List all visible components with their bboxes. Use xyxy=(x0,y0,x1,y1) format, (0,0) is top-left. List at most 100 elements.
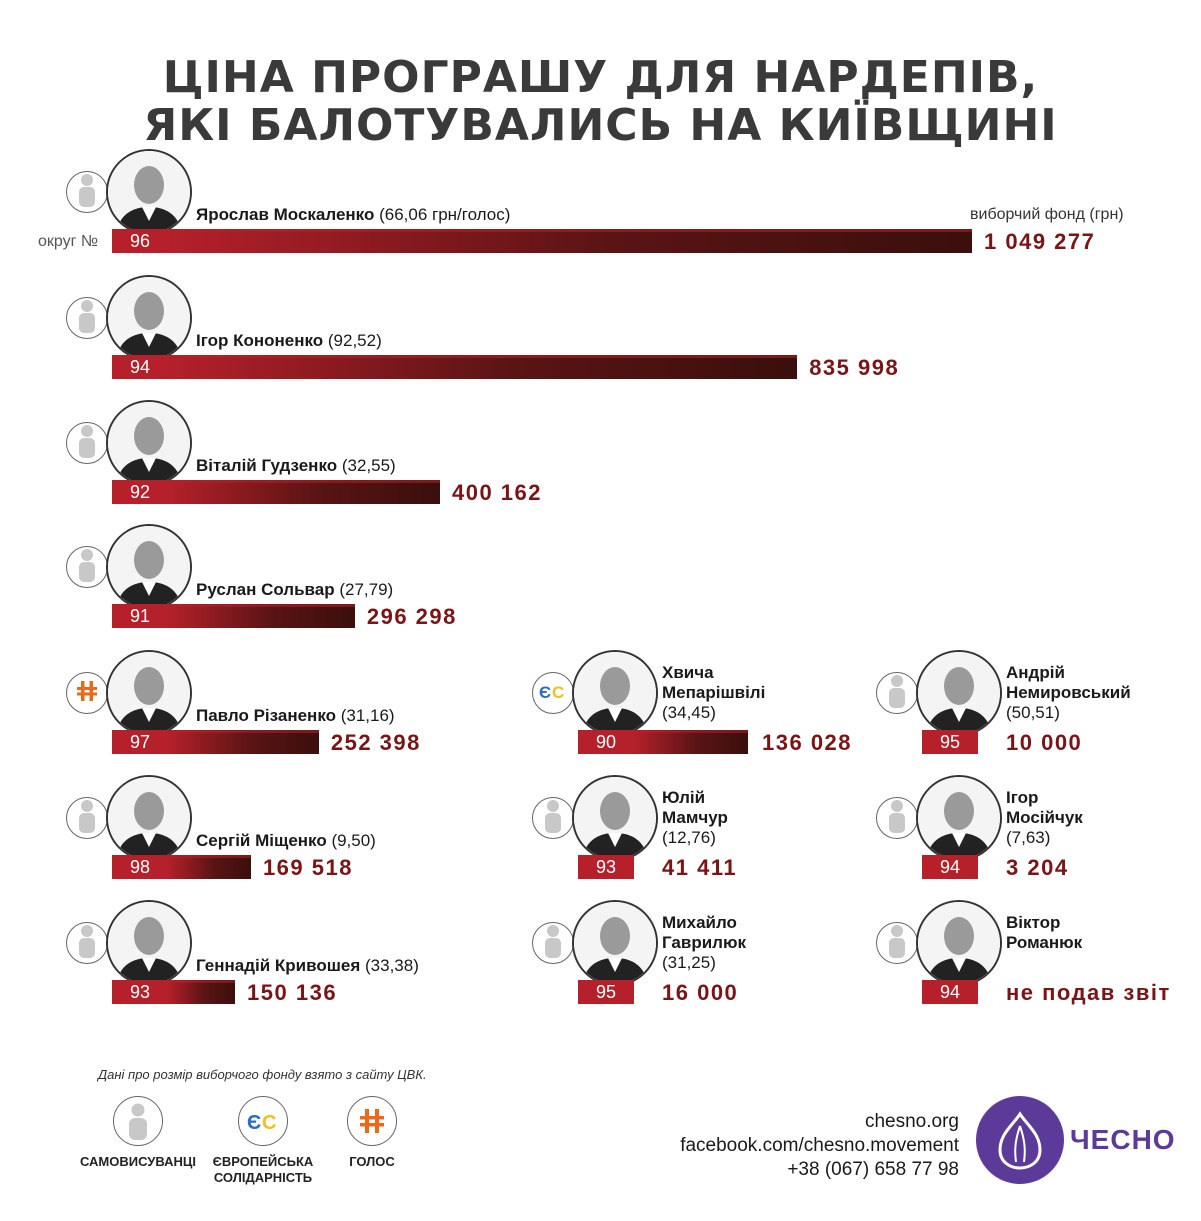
candidate-name: Геннадій Кривошея (33,38) xyxy=(196,956,419,976)
candidate-name-text: Сергій Міщенко xyxy=(196,831,332,850)
candidate-ratio: (32,55) xyxy=(341,456,396,475)
svg-text:Є: Є xyxy=(539,683,551,701)
candidate-ratio: (66,06 грн/голос) xyxy=(379,205,511,224)
value-bar xyxy=(168,480,440,504)
candidate-name-text: Ігор Кононенко xyxy=(196,331,328,350)
candidate-first-name: Андрій xyxy=(1006,663,1065,682)
district-number: 97 xyxy=(112,730,168,754)
district-number: 95 xyxy=(578,980,634,1004)
candidate-last-name: Немировський xyxy=(1006,683,1131,702)
person-icon xyxy=(75,173,99,212)
legend-label-holos: ГОЛОС xyxy=(349,1154,395,1169)
candidate-photo xyxy=(106,900,192,986)
chart-title-line2: ЯКІ БАЛОТУВАЛИСЬ НА КИЇВЩИНІ xyxy=(143,100,1058,151)
candidate-name: Михайло Гаврилюк (31,25) xyxy=(662,913,746,973)
bar-value-label: 136 028 xyxy=(762,730,853,755)
person-icon xyxy=(75,924,99,963)
candidate-photo xyxy=(106,149,192,235)
candidate-first-name: Михайло xyxy=(662,913,737,932)
district-number: 93 xyxy=(112,980,168,1004)
candidate-name: Ігор Мосійчук (7,63) xyxy=(1006,788,1083,848)
value-bar xyxy=(168,229,972,253)
party-badge xyxy=(66,546,108,588)
candidate-ratio: (34,45) xyxy=(662,703,716,722)
candidate-name-text: Руслан Сольвар xyxy=(196,580,340,599)
bar-value-label: 400 162 xyxy=(451,480,542,505)
garlic-icon xyxy=(998,1111,1042,1170)
district-number: 91 xyxy=(112,604,168,628)
candidate-ratio: (50,51) xyxy=(1006,703,1060,722)
person-icon xyxy=(113,1096,163,1146)
candidate-ratio: (7,63) xyxy=(1006,828,1051,847)
source-note: Дані про розмір виборчого фонду взято з … xyxy=(98,1067,427,1082)
candidate-ratio: (33,38) xyxy=(365,956,419,975)
district-number: 95 xyxy=(922,730,978,754)
legend-holos: ГОЛОС xyxy=(322,1096,422,1170)
party-badge xyxy=(876,797,918,839)
bar-value-label: 835 998 xyxy=(809,355,900,380)
contact-phone: +38 (067) 658 77 98 xyxy=(787,1159,959,1180)
candidate-photo xyxy=(916,650,1002,736)
candidate-name: Віталій Гудзенко (32,55) xyxy=(196,456,396,476)
candidate-name-text: Геннадій Кривошея xyxy=(196,956,365,975)
chesno-logo xyxy=(976,1096,1064,1184)
chart-title-line1: ЦІНА ПРОГРАШУ ДЛЯ НАРДЕПІВ, xyxy=(162,52,1039,103)
candidate-name-text: Віталій Гудзенко xyxy=(196,456,342,475)
candidate-name: Юлій Мамчур (12,76) xyxy=(662,788,728,848)
person-icon xyxy=(75,299,99,338)
candidate-ratio: (92,52) xyxy=(327,331,382,350)
contact-facebook[interactable]: facebook.com/chesno.movement xyxy=(680,1135,959,1156)
party-badge xyxy=(66,922,108,964)
person-icon xyxy=(885,924,909,963)
person-icon xyxy=(75,548,99,587)
bar-value-label: 169 518 xyxy=(262,855,353,880)
district-label: округ № xyxy=(38,233,99,250)
candidate-photo xyxy=(106,775,192,861)
candidate-photo xyxy=(916,775,1002,861)
value-bar xyxy=(168,980,236,1004)
candidate-name: Ігор Кононенко (92,52) xyxy=(196,331,382,351)
candidate-ratio: (9,50) xyxy=(331,831,376,850)
candidate-name-text: Ярослав Москаленко xyxy=(196,205,380,224)
candidate-name: Сергій Міщенко (9,50) xyxy=(196,831,376,851)
candidate-last-name: Романюк xyxy=(1006,933,1083,952)
svg-text:С: С xyxy=(552,683,564,701)
bar-value-label: 3 204 xyxy=(1006,855,1069,880)
candidate-last-name: Гаврилюк xyxy=(662,933,746,952)
candidate-name: Віктор Романюк xyxy=(1006,913,1082,953)
legend-self-nominated: САМОВИСУВАНЦІ xyxy=(78,1096,198,1170)
legend-label-es: ЄВРОПЕЙСЬКА СОЛІДАРНІСТЬ xyxy=(212,1154,314,1185)
value-bar xyxy=(634,730,748,754)
candidate-photo xyxy=(572,650,658,736)
party-badge xyxy=(66,422,108,464)
candidate-last-name: Мосійчук xyxy=(1006,808,1083,827)
bar-value-label: 1 049 277 xyxy=(984,229,1096,254)
bar-value-label: 296 298 xyxy=(366,604,457,629)
party-badge xyxy=(532,922,574,964)
candidate-photo xyxy=(106,400,192,486)
candidate-ratio: (27,79) xyxy=(339,580,394,599)
value-bar xyxy=(168,604,355,628)
party-badge xyxy=(876,672,918,714)
candidate-photo xyxy=(572,900,658,986)
party-badge xyxy=(876,922,918,964)
person-icon xyxy=(75,799,99,838)
candidate-photo xyxy=(106,275,192,361)
contacts: chesno.org facebook.com/chesno.movement … xyxy=(680,1110,959,1182)
district-number: 96 xyxy=(112,229,168,253)
party-badge xyxy=(66,672,108,714)
candidate-last-name: Мамчур xyxy=(662,808,728,827)
bar-value-label: 10 000 xyxy=(1006,730,1083,755)
party-badge xyxy=(66,171,108,213)
contact-site[interactable]: chesno.org xyxy=(864,1111,959,1132)
district-number: 98 xyxy=(112,855,168,879)
party-badge xyxy=(66,797,108,839)
candidate-first-name: Віктор xyxy=(1006,913,1061,932)
fund-label: виборчий фонд (грн) xyxy=(970,206,1124,223)
logo-text: ЧЕСНО xyxy=(1070,1124,1176,1155)
holos-party-icon xyxy=(75,679,99,708)
